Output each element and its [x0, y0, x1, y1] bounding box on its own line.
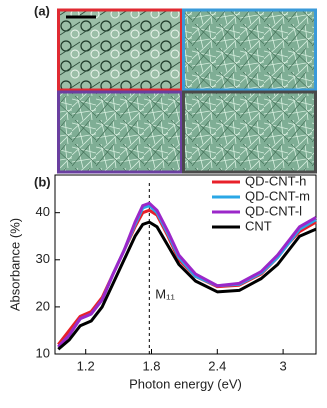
x-tick-label: 1.2: [77, 358, 95, 373]
micrograph: [57, 90, 183, 174]
legend-label: QD-CNT-h: [245, 173, 306, 188]
x-tick-label: 2.4: [208, 358, 226, 373]
legend-label: QD-CNT-l: [245, 203, 302, 218]
micrograph: [182, 8, 317, 92]
y-tick-label: 20: [36, 298, 50, 313]
y-axis-label: Absorbance (%): [7, 218, 22, 311]
series-line: [57, 220, 317, 351]
x-tick-label: 3: [279, 358, 286, 373]
legend-label: QD-CNT-m: [245, 188, 310, 203]
series-line: [57, 201, 317, 348]
plot-frame: [54, 174, 317, 355]
x-tick-label: 1.8: [142, 358, 160, 373]
panel-label: (a): [34, 3, 50, 18]
series-line: [57, 204, 317, 348]
micrograph: [182, 90, 317, 174]
x-axis-label: Photon energy (eV): [129, 376, 242, 391]
annotation: M₁₁: [155, 286, 175, 301]
micrograph: [57, 8, 183, 92]
y-tick-label: 30: [36, 251, 50, 266]
series-line: [57, 208, 317, 346]
legend-label: CNT: [245, 218, 272, 233]
micrograph-grid: [57, 8, 317, 174]
y-tick-label: 40: [36, 204, 50, 219]
panel-label: (b): [34, 174, 51, 189]
y-tick-label: 10: [36, 345, 50, 360]
